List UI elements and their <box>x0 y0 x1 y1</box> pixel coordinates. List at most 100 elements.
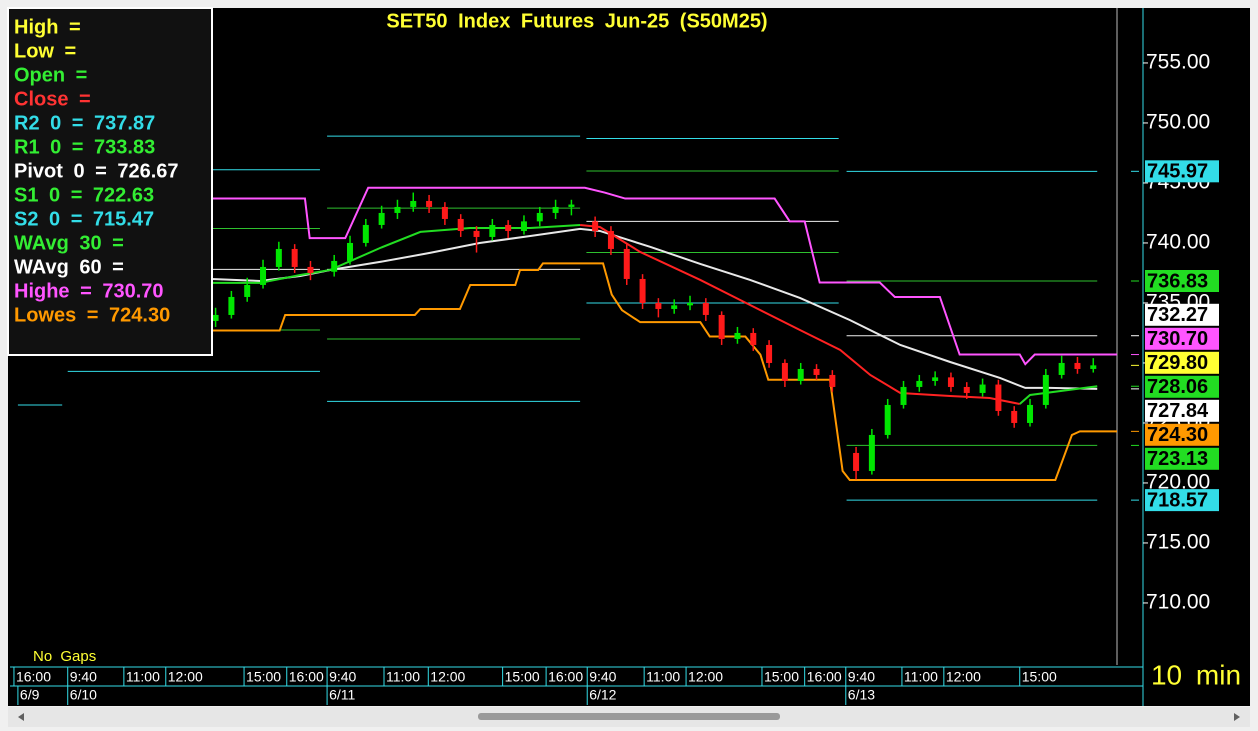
price-label: 729.80 <box>1147 352 1208 374</box>
legend-entry: Low = <box>14 40 76 62</box>
indicator-line <box>1019 385 1098 405</box>
price-label: 732.27 <box>1147 304 1208 326</box>
candle-body <box>244 284 251 297</box>
price-label-box <box>1145 303 1219 326</box>
candle-body <box>378 212 385 225</box>
legend-entry: S1 0 = 722.63 <box>14 184 154 206</box>
scrollbar-thumb[interactable] <box>478 713 780 720</box>
x-tick-label: 12:00 <box>688 669 723 685</box>
date-tick-label: 6/10 <box>70 687 97 703</box>
candle-body <box>228 296 235 315</box>
price-label: 745.97 <box>1147 161 1208 183</box>
candle-body <box>687 302 694 306</box>
candle-body <box>900 386 907 405</box>
candle-body <box>347 242 354 261</box>
candle-body <box>963 386 970 393</box>
candle-body <box>552 206 559 213</box>
candle-body <box>520 221 527 231</box>
legend-entry: R2 0 = 737.87 <box>14 112 155 134</box>
candle-body <box>275 248 282 267</box>
candle-body <box>426 200 433 207</box>
legend-entry: Lowes = 724.30 <box>14 304 170 326</box>
legend: High =Low =Open =Close =R2 0 = 737.87R1 … <box>7 7 213 356</box>
price-label-box <box>1145 447 1219 470</box>
candle-body <box>331 260 338 272</box>
x-tick-label: 11:00 <box>904 669 938 685</box>
candle-body <box>813 368 820 375</box>
candle-body <box>853 452 860 471</box>
legend-entry: S2 0 = 715.47 <box>14 208 154 230</box>
x-tick-label: 16:00 <box>807 669 842 685</box>
candle-body <box>766 344 773 363</box>
candle-body <box>884 404 891 435</box>
x-tick-label: 11:00 <box>126 669 160 685</box>
indicator-line <box>580 223 1020 405</box>
candle-body <box>1058 362 1065 375</box>
y-tick-label: 720.00 <box>1146 471 1210 494</box>
scroll-right[interactable] <box>1234 713 1240 721</box>
candle-body <box>592 221 599 231</box>
candle-body <box>734 332 741 339</box>
candle-body <box>718 314 725 339</box>
x-tick-label: 9:40 <box>589 669 616 685</box>
chart-title: SET50 Index Futures Jun-25 (S50M25) <box>386 10 767 32</box>
indicator-line <box>211 186 1117 366</box>
price-label-box <box>1145 351 1219 374</box>
candle-body <box>1011 410 1018 423</box>
x-tick-label: 15:00 <box>1022 669 1057 685</box>
y-tick-label: 755.00 <box>1146 51 1210 74</box>
interval-label: 10 min <box>1151 659 1241 690</box>
candle-body <box>394 206 401 213</box>
candle-body <box>473 230 480 237</box>
price-label-box <box>1145 399 1219 422</box>
candle-body <box>750 332 757 345</box>
legend-entry: WAvg 30 = <box>14 232 124 254</box>
price-label: 718.57 <box>1147 489 1208 511</box>
x-tick-label: 9:40 <box>329 669 356 685</box>
y-tick-label: 715.00 <box>1146 531 1210 554</box>
x-tick-label: 12:00 <box>168 669 203 685</box>
candle-body <box>979 384 986 393</box>
legend-entry: Close = <box>14 88 91 110</box>
candle-body <box>655 302 662 309</box>
price-label-box <box>1145 423 1219 446</box>
price-label: 730.70 <box>1147 328 1208 350</box>
candle-body <box>995 384 1002 411</box>
candle-body <box>568 204 575 207</box>
candle-body <box>457 218 464 231</box>
x-tick-label: 16:00 <box>548 669 583 685</box>
price-label-box <box>1145 489 1219 512</box>
candle-body <box>410 200 417 207</box>
x-tick-label: 11:00 <box>646 669 680 685</box>
candle-body <box>489 224 496 237</box>
legend-entry: High = <box>14 16 81 38</box>
price-label-box <box>1145 270 1219 292</box>
price-label: 727.84 <box>1147 400 1209 422</box>
x-tick-label: 16:00 <box>16 669 51 685</box>
x-tick-label: 16:00 <box>289 669 324 685</box>
candle-body <box>947 377 954 387</box>
legend-entry: Highe = 730.70 <box>14 280 164 302</box>
legend-entry: Open = <box>14 64 87 86</box>
price-label: 736.83 <box>1147 270 1208 292</box>
candle-body <box>505 224 512 231</box>
price-label: 728.06 <box>1147 376 1208 398</box>
legend-entry: Pivot 0 = 726.67 <box>14 160 179 182</box>
y-tick-label: 750.00 <box>1146 111 1210 134</box>
price-label: 724.30 <box>1147 424 1208 446</box>
x-tick-label: 9:40 <box>70 669 97 685</box>
x-tick-label: 11:00 <box>386 669 420 685</box>
price-label-box <box>1145 375 1219 398</box>
date-tick-label: 6/12 <box>589 687 616 703</box>
gap-note: No Gaps <box>33 648 96 665</box>
candle-body <box>868 434 875 471</box>
y-tick-label: 710.00 <box>1146 591 1210 614</box>
candle-body <box>702 302 709 315</box>
scroll-left[interactable] <box>18 713 24 721</box>
x-tick-label: 15:00 <box>764 669 799 685</box>
candle-body <box>639 278 646 303</box>
date-tick-label: 6/11 <box>329 687 355 703</box>
candle-body <box>307 266 314 273</box>
candle-body <box>797 368 804 381</box>
